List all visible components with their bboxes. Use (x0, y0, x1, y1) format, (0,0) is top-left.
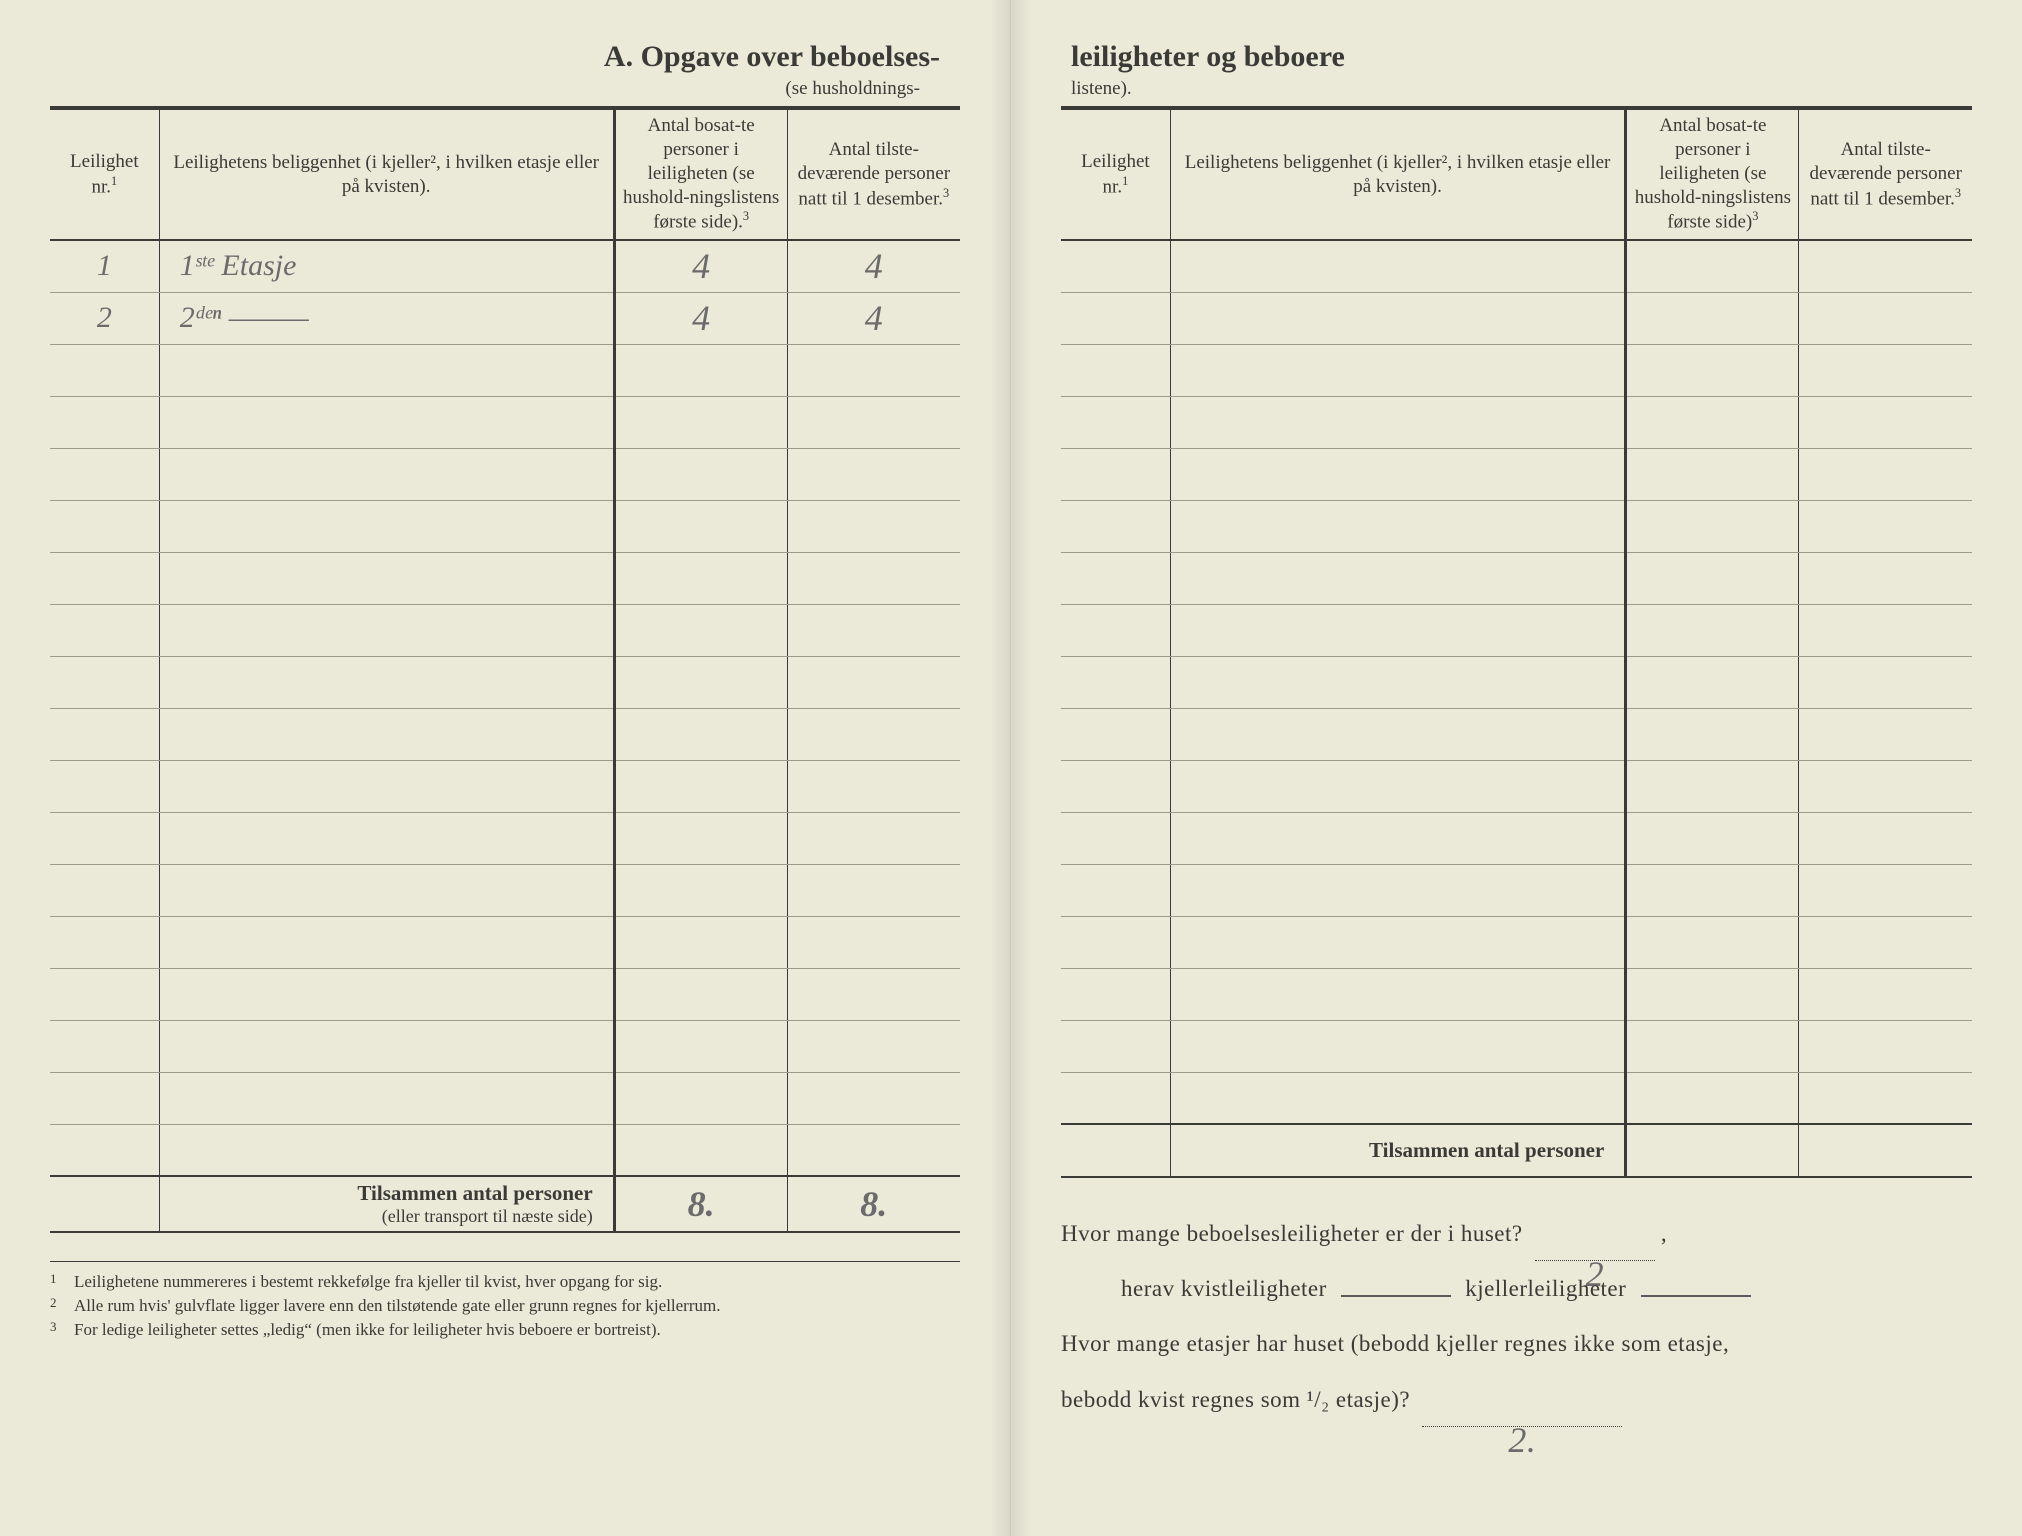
table-row-empty (1061, 1072, 1972, 1124)
left-total-tilstede: 8. (787, 1176, 960, 1231)
footnote-1: 1Leilighetene nummereres i bestemt rekke… (50, 1270, 960, 1294)
table-row-empty (1061, 864, 1972, 916)
table-row-empty (1061, 708, 1972, 760)
cell-bosatte: 4 (614, 240, 787, 292)
col-tilstede: Antal tilste-deværende personer natt til… (787, 110, 960, 240)
table-row-empty (50, 604, 960, 656)
right-subtitle-row: listene). (1061, 78, 1972, 100)
table-row: 22ᵈᵉⁿ ———44 (50, 292, 960, 344)
right-total-bosatte (1626, 1124, 1799, 1176)
question-2: herav kvistleiligheter kjellerleilighete… (1061, 1261, 1972, 1316)
table-row-empty (1061, 552, 1972, 604)
left-total-label: Tilsammen antal personer (eller transpor… (159, 1176, 614, 1231)
right-page: leiligheter og beboere listene). Leiligh… (1011, 0, 2022, 1536)
gutter-shadow-right (1011, 0, 1031, 1536)
table-row-empty (1061, 916, 1972, 968)
table-row-empty (1061, 760, 1972, 812)
left-bottom-rule (50, 1231, 960, 1233)
q2-kjeller-field (1641, 1285, 1751, 1297)
table-row-empty (1061, 292, 1972, 344)
col-leilighet-nr: Leilighet nr.1 (50, 110, 159, 240)
table-row-empty (1061, 500, 1972, 552)
table-row-empty (50, 1020, 960, 1072)
col-beliggenhet-r: Leilighetens beliggenhet (i kjeller², i … (1170, 110, 1626, 240)
cell-tilstede: 4 (787, 292, 960, 344)
q1-answer-field: 2 (1535, 1231, 1655, 1261)
table-row-empty (50, 812, 960, 864)
questions-block: Hvor mange beboelsesleiligheter er der i… (1061, 1206, 1972, 1427)
right-title: leiligheter og beboere (1071, 40, 1345, 74)
table-row-empty (1061, 344, 1972, 396)
right-total-label: Tilsammen antal personer (1170, 1124, 1626, 1176)
table-row-empty (50, 864, 960, 916)
table-row-empty (1061, 604, 1972, 656)
table-row-empty (50, 1072, 960, 1124)
right-table: Leilighet nr.1 Leilighetens beliggenhet … (1061, 110, 1972, 1176)
question-3: Hvor mange etasjer har huset (bebodd kje… (1061, 1316, 1972, 1371)
footnote-2: 2Alle rum hvis' gulvflate ligger lavere … (50, 1294, 960, 1318)
table-row-empty (1061, 968, 1972, 1020)
col-tilstede-r: Antal tilste-deværende personer natt til… (1799, 110, 1972, 240)
left-total-row: Tilsammen antal personer (eller transpor… (50, 1176, 960, 1231)
col-beliggenhet: Leilighetens beliggenhet (i kjeller², i … (159, 110, 614, 240)
left-table: Leilighet nr.1 Leilighetens beliggenhet … (50, 110, 960, 1231)
cell-loc: 1ˢᵗᵉ Etasje (159, 240, 614, 292)
table-row-empty (50, 1124, 960, 1176)
table-row-empty (50, 708, 960, 760)
left-title-row: A. Opgave over beboelses- (50, 40, 960, 74)
left-subtitle-row: (se husholdnings- (50, 78, 960, 100)
right-title-row: leiligheter og beboere (1061, 40, 1972, 74)
question-1: Hvor mange beboelsesleiligheter er der i… (1061, 1206, 1972, 1261)
footnotes: 1Leilighetene nummereres i bestemt rekke… (50, 1261, 960, 1341)
left-title: A. Opgave over beboelses- (604, 40, 940, 74)
table-row-empty (50, 968, 960, 1020)
table-row-empty (1061, 1020, 1972, 1072)
col-bosatte-r: Antal bosat-te personer i leiligheten (s… (1626, 110, 1799, 240)
left-total-bosatte: 8. (614, 1176, 787, 1231)
table-row-empty (1061, 656, 1972, 708)
table-row-empty (50, 396, 960, 448)
table-row: 11ˢᵗᵉ Etasje44 (50, 240, 960, 292)
question-3-cont: bebodd kvist regnes som ¹/₂ etasje)? 2. (1061, 1372, 1972, 1427)
table-row-empty (50, 448, 960, 500)
q2-kvist-field (1341, 1285, 1451, 1297)
table-row-empty (1061, 448, 1972, 500)
cell-nr: 2 (50, 292, 159, 344)
right-bottom-rule (1061, 1176, 1972, 1178)
left-subtitle: (se husholdnings- (785, 78, 920, 100)
table-row-empty (50, 344, 960, 396)
right-header-row: Leilighet nr.1 Leilighetens beliggenhet … (1061, 110, 1972, 240)
cell-loc: 2ᵈᵉⁿ ——— (159, 292, 614, 344)
q3-answer-field: 2. (1422, 1397, 1622, 1427)
cell-bosatte: 4 (614, 292, 787, 344)
table-row-empty (50, 552, 960, 604)
col-bosatte: Antal bosat-te personer i leiligheten (s… (614, 110, 787, 240)
right-total-tilstede (1799, 1124, 1972, 1176)
footnote-3: 3For ledige leiligheter settes „ledig“ (… (50, 1318, 960, 1342)
table-row-empty (50, 760, 960, 812)
left-page: A. Opgave over beboelses- (se husholdnin… (0, 0, 1011, 1536)
gutter-shadow-left (990, 0, 1010, 1536)
table-row-empty (1061, 396, 1972, 448)
table-row-empty (50, 500, 960, 552)
left-header-row: Leilighet nr.1 Leilighetens beliggenhet … (50, 110, 960, 240)
cell-nr: 1 (50, 240, 159, 292)
table-row-empty (50, 656, 960, 708)
right-subtitle: listene). (1071, 78, 1132, 100)
right-total-row: Tilsammen antal personer (1061, 1124, 1972, 1176)
table-row-empty (1061, 240, 1972, 292)
cell-tilstede: 4 (787, 240, 960, 292)
table-row-empty (50, 916, 960, 968)
col-leilighet-nr-r: Leilighet nr.1 (1061, 110, 1170, 240)
table-row-empty (1061, 812, 1972, 864)
